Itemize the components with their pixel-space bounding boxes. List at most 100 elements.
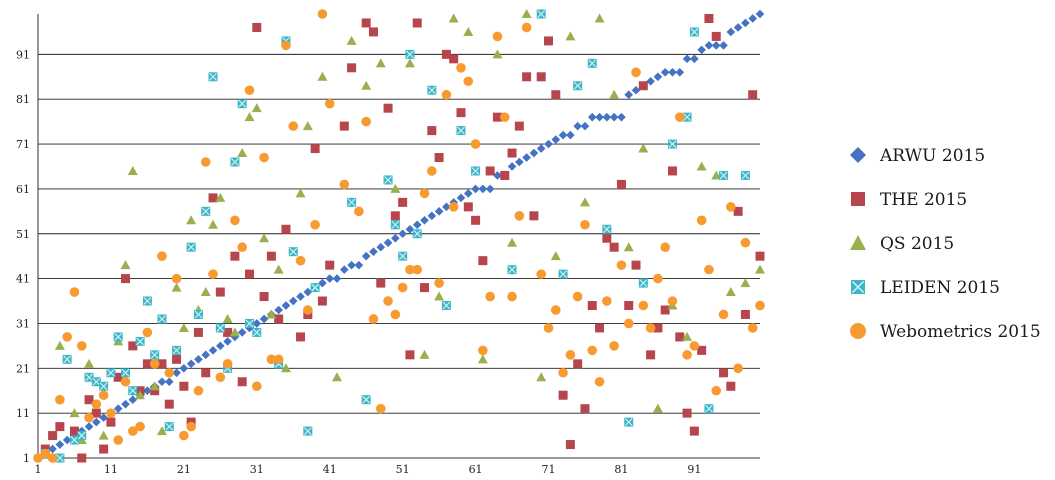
legend-label: Webometrics 2015: [880, 322, 1041, 342]
data-point: [441, 49, 451, 59]
data-point: [544, 36, 554, 46]
data-point: [383, 175, 393, 185]
data-point: [660, 305, 670, 315]
data-point: [682, 54, 692, 64]
data-point: [478, 184, 488, 194]
data-point: [441, 89, 452, 100]
legend-label: QS 2015: [880, 234, 954, 254]
data-point: [420, 283, 430, 293]
data-point: [383, 103, 393, 113]
data-point: [405, 224, 415, 234]
data-point: [91, 408, 101, 418]
data-point: [507, 237, 518, 247]
data-point: [259, 152, 269, 163]
data-point: [420, 216, 429, 225]
data-point: [296, 332, 306, 342]
data-point: [302, 121, 313, 131]
data-point: [536, 144, 546, 153]
data-point: [463, 76, 474, 87]
data-point: [230, 157, 240, 167]
data-point: [186, 421, 196, 432]
data-point: [521, 22, 532, 33]
data-point: [638, 300, 649, 311]
data-point: [668, 68, 677, 77]
data-point: [303, 426, 313, 436]
data-point: [368, 27, 378, 37]
data-point: [69, 435, 79, 445]
data-point: [62, 332, 72, 342]
data-point: [412, 18, 422, 28]
x-tick-labels: 1 11 21 31 41 51 61 71 81 91: [35, 463, 702, 476]
data-point: [273, 264, 284, 274]
data-point: [172, 354, 182, 364]
data-point: [390, 220, 400, 230]
data-point: [252, 327, 262, 337]
data-point: [237, 377, 247, 387]
data-point: [121, 368, 131, 378]
data-point: [171, 273, 182, 284]
data-point: [631, 260, 641, 270]
data-point: [565, 440, 575, 450]
data-point: [164, 377, 174, 387]
data-point: [740, 278, 751, 288]
data-point: [113, 404, 123, 413]
data-point: [551, 135, 561, 144]
data-point: [536, 9, 546, 19]
data-point: [522, 153, 531, 162]
data-point: [529, 148, 539, 158]
x-tick-label: 91: [687, 463, 701, 476]
data-point: [317, 9, 328, 19]
x-tick-label: 21: [177, 463, 191, 476]
data-point: [558, 390, 568, 400]
data-point: [229, 327, 240, 337]
data-point: [609, 242, 619, 252]
data-point: [201, 368, 211, 378]
data-point: [711, 31, 721, 41]
data-point: [252, 22, 262, 32]
data-point: [463, 26, 474, 36]
data-point: [120, 260, 131, 270]
legend-item: QS 2015: [850, 234, 954, 254]
data-point: [638, 143, 649, 153]
data-point: [274, 314, 284, 324]
data-point: [40, 448, 51, 459]
series-leiden-2015: [40, 9, 750, 463]
data-point: [704, 13, 714, 23]
data-point: [747, 323, 758, 333]
data-point: [521, 9, 532, 18]
data-point: [288, 121, 299, 131]
data-point: [48, 431, 58, 441]
data-point: [456, 63, 466, 73]
data-point: [725, 287, 736, 297]
data-point: [609, 89, 620, 99]
data-point: [120, 376, 131, 387]
data-point: [55, 422, 65, 432]
data-point: [470, 139, 481, 149]
data-point: [566, 130, 575, 140]
data-point: [84, 372, 94, 382]
data-point: [529, 211, 539, 221]
data-point: [434, 207, 444, 216]
data-point: [755, 300, 765, 311]
data-point: [536, 72, 546, 82]
data-point: [47, 453, 58, 463]
data-point: [492, 31, 503, 42]
data-point: [667, 139, 677, 149]
data-point: [186, 242, 196, 252]
data-point: [142, 296, 152, 306]
data-point: [587, 345, 598, 356]
data-point: [230, 251, 240, 261]
data-point: [361, 18, 371, 28]
data-point: [237, 99, 247, 109]
legend: ARWU 2015 THE 2015 QS 2015 LEIDEN 2015 Webom…: [850, 146, 1041, 342]
data-point: [595, 323, 605, 333]
data-point: [412, 264, 423, 275]
x-tick-label: 31: [250, 463, 264, 476]
legend-swatch: [850, 147, 866, 163]
data-point: [682, 350, 692, 360]
data-point: [84, 422, 94, 431]
data-points: [33, 9, 765, 463]
data-point: [646, 76, 655, 86]
data-point: [296, 292, 305, 301]
data-point: [106, 408, 116, 418]
